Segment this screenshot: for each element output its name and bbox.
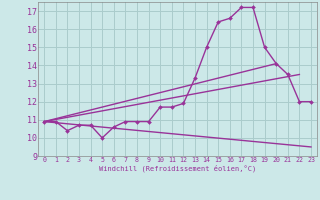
X-axis label: Windchill (Refroidissement éolien,°C): Windchill (Refroidissement éolien,°C): [99, 164, 256, 172]
